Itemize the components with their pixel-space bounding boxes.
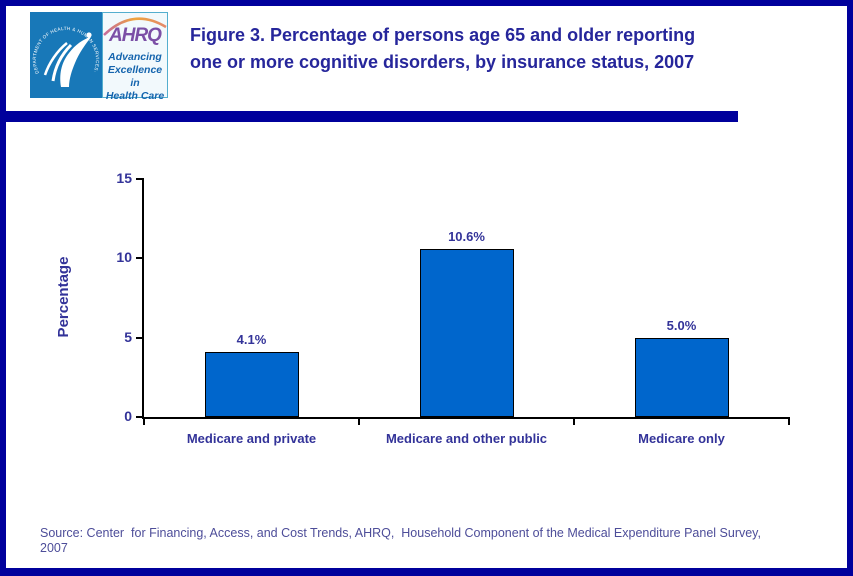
bar-3	[634, 338, 729, 417]
y-axis-title: Percentage	[55, 256, 72, 338]
ahrq-logo-tile: AHRQ Advancing Excellence in Health Care	[102, 12, 168, 102]
plot-area: 0 5 10 15 4.1% Medicare and private 10.6% Medic…	[116, 170, 790, 446]
x-axis-tick	[788, 417, 790, 425]
tagline-line-1: Advancing	[108, 51, 162, 63]
y-axis-tick	[136, 336, 144, 339]
ahrq-hhs-logo: DEPARTMENT OF HEALTH & HUMAN SERVICES·US…	[30, 12, 168, 102]
x-axis-tick	[573, 417, 575, 425]
ahrq-swoosh-icon	[103, 17, 167, 36]
source-note: Source: Center for Financing, Access, an…	[40, 526, 761, 555]
figure-title: Figure 3. Percentage of persons age 65 a…	[190, 25, 696, 72]
x-axis-tick	[143, 417, 145, 425]
header-divider-bar	[6, 111, 738, 122]
bar-value-label: 10.6%	[448, 229, 485, 244]
y-axis-tick-label: 5	[124, 328, 132, 345]
y-axis-tick	[136, 257, 144, 260]
y-axis-tick-label: 15	[116, 170, 132, 186]
hhs-seal-tile: DEPARTMENT OF HEALTH & HUMAN SERVICES·US…	[30, 12, 102, 98]
bar-value-label: 4.1%	[236, 332, 267, 347]
y-axis-tick-label: 10	[116, 249, 132, 266]
x-axis-tick	[358, 417, 360, 425]
ahrq-tagline: Advancing Excellence in Health Care	[103, 51, 167, 103]
tagline-line-3: Health Care	[105, 90, 165, 102]
hhs-eagle-seal-icon: DEPARTMENT OF HEALTH & HUMAN SERVICES·US…	[31, 15, 100, 87]
ahrq-acronym: AHRQ	[109, 25, 162, 46]
tagline-line-2: Excellence in	[107, 64, 163, 89]
bar-value-label: 5.0%	[666, 318, 697, 333]
y-axis-tick	[136, 178, 144, 180]
y-axis-tick	[136, 416, 144, 418]
bar-2	[419, 249, 514, 417]
x-category-label: Medicare and other public	[385, 431, 548, 446]
bar-1	[204, 352, 299, 417]
x-category-label: Medicare and private	[186, 431, 317, 446]
y-axis-tick-label: 0	[124, 408, 132, 424]
x-category-label: Medicare only	[638, 431, 725, 446]
